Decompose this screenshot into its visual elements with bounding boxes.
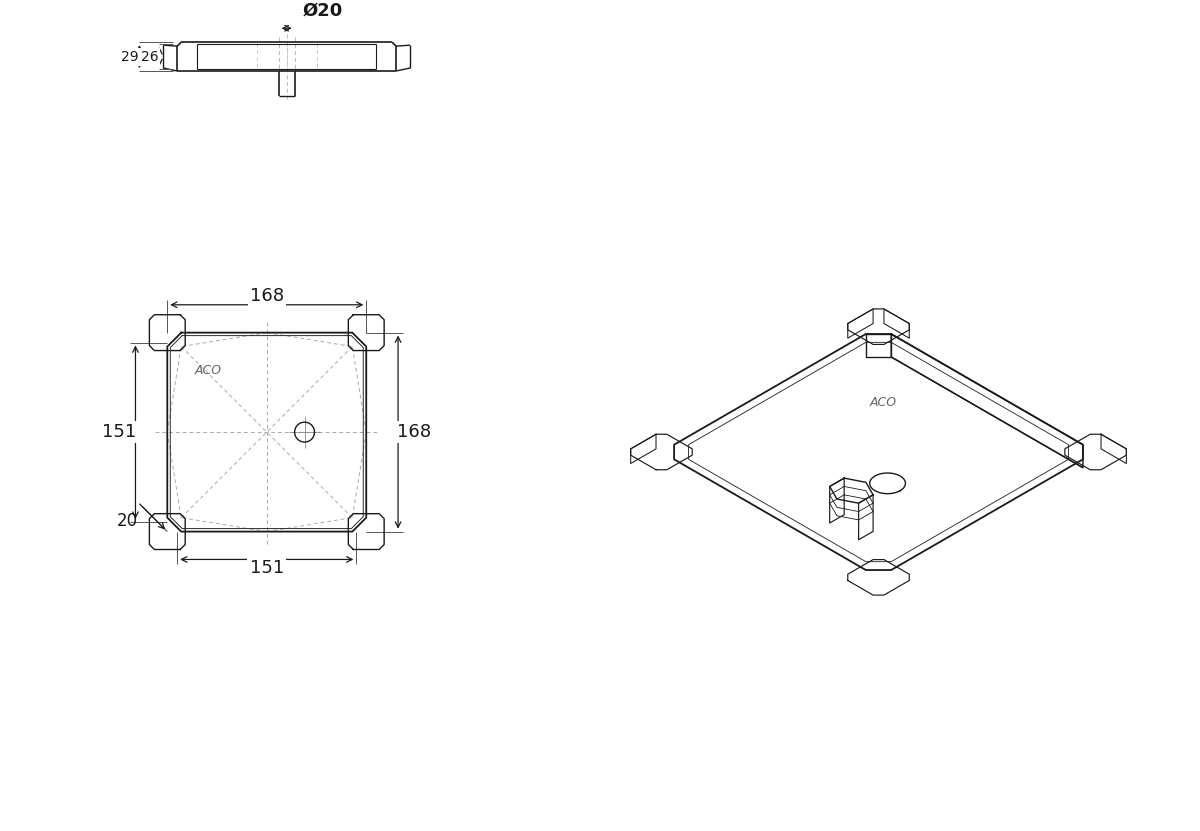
Text: ACO: ACO <box>870 396 896 409</box>
Text: 151: 151 <box>102 423 137 441</box>
Text: 168: 168 <box>397 423 431 441</box>
Text: 26: 26 <box>140 50 158 64</box>
Text: 29: 29 <box>121 50 138 64</box>
Text: Ø20: Ø20 <box>302 2 343 19</box>
Text: 168: 168 <box>250 287 284 305</box>
Text: 151: 151 <box>250 559 284 578</box>
Text: 20: 20 <box>118 512 138 530</box>
Text: ACO: ACO <box>196 364 222 377</box>
